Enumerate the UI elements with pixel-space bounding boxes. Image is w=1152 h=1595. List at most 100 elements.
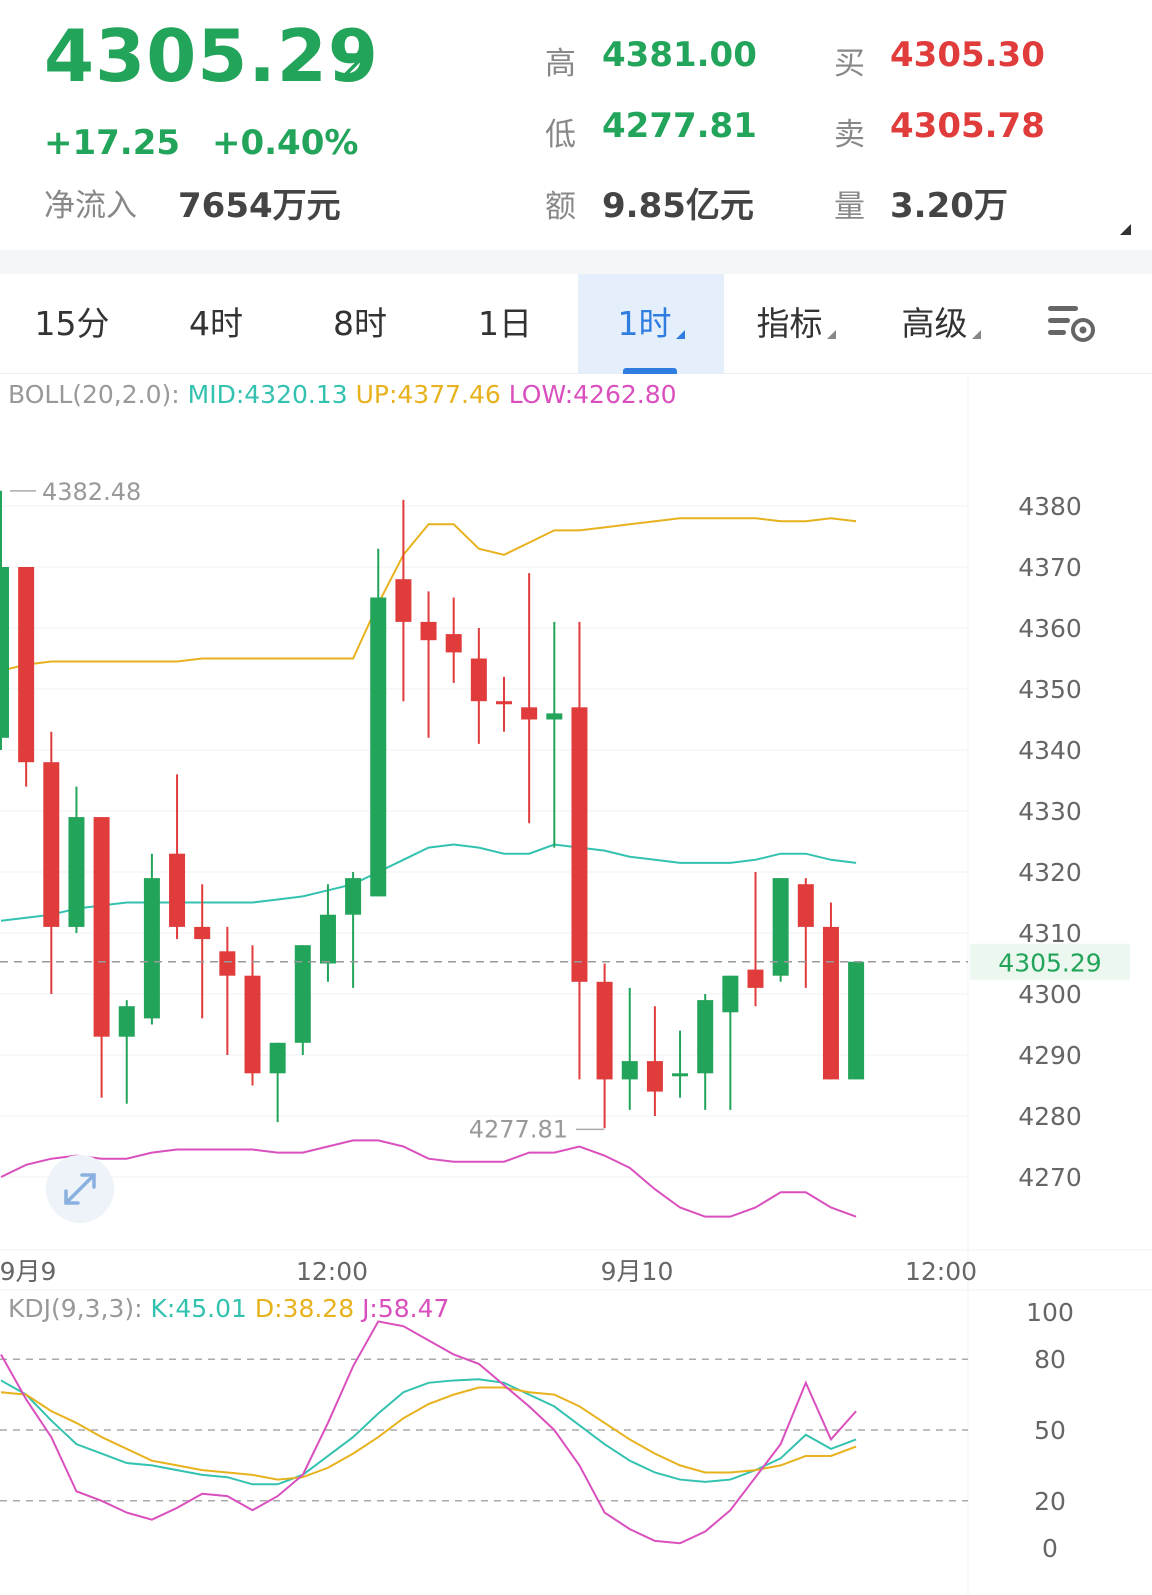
candle (596, 963, 613, 1129)
tab-8h[interactable]: 8时 (288, 274, 432, 374)
tab-label: 1时 (617, 304, 672, 343)
high-label: 高 (545, 46, 576, 82)
section-divider (0, 250, 1152, 274)
kdj-tick-label: 100 (1026, 1298, 1074, 1327)
candle-body (672, 1073, 689, 1077)
kdj-d-value: D:38.28 (254, 1294, 355, 1323)
y-tick-label: 4340 (1018, 736, 1082, 765)
x-tick-label: 12:00 (905, 1257, 977, 1286)
dropdown-corner-icon (826, 330, 836, 339)
candle-body (646, 1061, 663, 1092)
active-tab-indicator (623, 368, 677, 374)
x-tick-label: 9月9 (0, 1257, 56, 1286)
tab-label: 8时 (333, 304, 387, 343)
volume-label: 量 (834, 189, 865, 225)
y-tick-label: 4350 (1018, 675, 1082, 704)
candle-body (848, 961, 865, 1080)
trend-arrow-icon (340, 53, 367, 80)
candle-body (0, 567, 9, 738)
tab-4h[interactable]: 4时 (144, 274, 288, 374)
candle (269, 1042, 286, 1123)
tab-advanced[interactable]: 高级 (868, 274, 1014, 374)
kdj-k-line (0, 1378, 857, 1486)
candle-body (797, 884, 814, 927)
candle-body (345, 878, 362, 915)
volume-value: 3.20万 (890, 186, 1008, 226)
candle (722, 975, 739, 1110)
candle (445, 597, 462, 683)
candle-body (772, 878, 789, 976)
period-tab-bar: 15分 4时 8时 1日 1时 指标 高级 (0, 274, 1152, 374)
candle (546, 621, 563, 848)
candle-body (244, 975, 261, 1074)
y-tick-label: 4380 (1018, 492, 1082, 521)
price-change-percent: +0.40% (212, 123, 359, 163)
high-value: 4381.00 (602, 35, 757, 75)
kdj-tick-label: 20 (1034, 1487, 1066, 1516)
candle (244, 945, 261, 1086)
boll-name: BOLL(20,2.0): (8, 380, 180, 409)
chart-settings-icon[interactable] (1046, 300, 1098, 346)
y-tick-label: 4310 (1018, 919, 1082, 948)
candle-body (470, 658, 487, 702)
candle-body (194, 926, 211, 940)
candle (345, 872, 362, 988)
y-tick-label: 4280 (1018, 1102, 1082, 1131)
kdj-legend: KDJ(9,3,3): K:45.01 D:38.28 J:58.47 (8, 1294, 449, 1323)
candle (848, 961, 865, 1080)
candle (646, 1006, 663, 1116)
low-value: 4277.81 (602, 106, 757, 146)
y-tick-label: 4270 (1018, 1163, 1082, 1192)
chart-area[interactable]: 4380 4370 4360 4350 4340 4330 4320 4310 4300 4290… (0, 375, 1152, 1595)
candle (143, 853, 160, 1025)
net-inflow-label: 净流入 (44, 188, 137, 224)
max-price-marker: 4382.48 (42, 478, 141, 506)
y-tick-label: 4320 (1018, 858, 1082, 887)
candle-body (621, 1061, 638, 1080)
tab-1d[interactable]: 1日 (432, 274, 578, 374)
candle (797, 878, 814, 988)
current-price-label: 4305.29 (998, 949, 1101, 978)
candle (294, 945, 311, 1055)
candle (470, 628, 487, 744)
y-tick-label: 4290 (1018, 1041, 1082, 1070)
kdj-tick-label: 80 (1034, 1345, 1066, 1374)
kline-chart[interactable]: 4380 4370 4360 4350 4340 4330 4320 4310 4300 4290… (0, 375, 1152, 1595)
tab-15min[interactable]: 15分 (0, 274, 144, 374)
candle (621, 987, 638, 1110)
fullscreen-expand-icon[interactable] (46, 1155, 114, 1223)
candle (697, 994, 714, 1110)
boll-mid-line (0, 843, 857, 922)
tab-indicators[interactable]: 指标 (724, 274, 868, 374)
tab-label: 1日 (478, 304, 532, 343)
x-tick-label: 9月10 (601, 1257, 674, 1286)
candle-body (18, 567, 35, 763)
candle (118, 1000, 135, 1104)
y-tick-label: 4360 (1018, 614, 1082, 643)
candle-body (68, 817, 85, 927)
candle (496, 676, 512, 732)
candle (747, 872, 764, 1007)
tab-label: 4时 (189, 304, 243, 343)
candle-body (496, 701, 512, 705)
candle (370, 548, 387, 897)
low-label: 低 (545, 117, 576, 153)
expand-corner-icon[interactable] (1120, 224, 1131, 235)
candle (68, 786, 85, 933)
candle-body (93, 817, 110, 1037)
candle-body (722, 975, 739, 1013)
last-price: 4305.29 (44, 14, 379, 98)
boll-legend: BOLL(20,2.0): MID:4320.13 UP:4377.46 LOW… (8, 380, 677, 409)
candle (822, 902, 839, 1080)
candle-body (747, 969, 764, 988)
candle (672, 1030, 689, 1098)
ask-label: 卖 (834, 117, 865, 153)
current-price-tag (970, 943, 1130, 980)
tab-1h[interactable]: 1时 (578, 274, 724, 374)
candle (18, 567, 35, 787)
candle-body (319, 914, 336, 964)
boll-low-value: LOW:4262.80 (508, 380, 677, 409)
min-price-marker: 4277.81 (469, 1115, 568, 1143)
boll-low-line (0, 1139, 857, 1218)
candle-body (269, 1042, 286, 1074)
